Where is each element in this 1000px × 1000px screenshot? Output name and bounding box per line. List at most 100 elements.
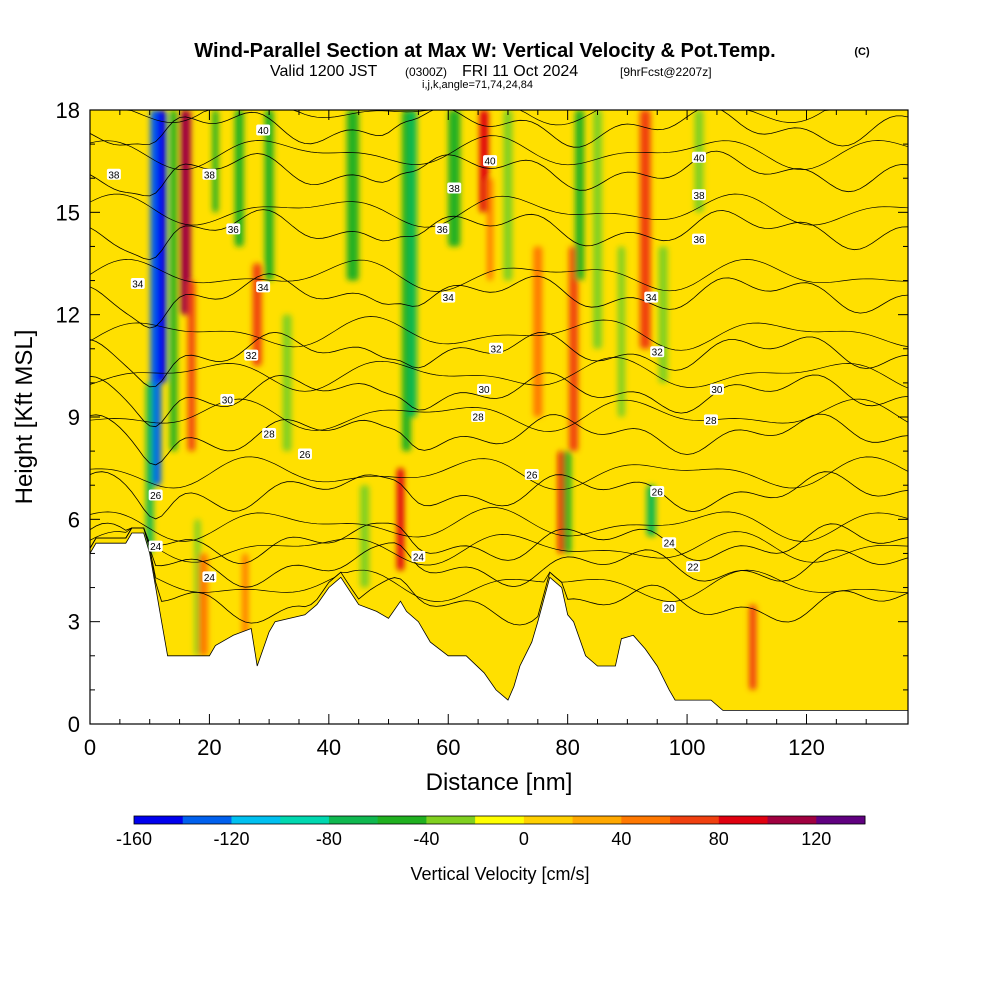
colorbar-swatch bbox=[328, 816, 379, 824]
colorbar-tick-label: -160 bbox=[116, 829, 152, 849]
contour-label-bg bbox=[686, 561, 701, 573]
colorbar-tick-label: -120 bbox=[213, 829, 249, 849]
colorbar-tick-label: 120 bbox=[801, 829, 831, 849]
contour-label-bg bbox=[703, 414, 718, 426]
field-background bbox=[90, 110, 908, 724]
contour-label-bg bbox=[477, 383, 492, 395]
contour-label-text: 20 bbox=[664, 604, 676, 615]
contour-label-text: 34 bbox=[258, 283, 270, 294]
contour-label-bg bbox=[662, 602, 677, 614]
x-tick-label: 100 bbox=[669, 735, 706, 760]
contour-label: 38 bbox=[692, 189, 707, 202]
velocity-cell bbox=[658, 246, 668, 383]
contour-label-bg bbox=[202, 571, 217, 583]
theta-contour-line bbox=[90, 522, 908, 565]
y-tick-label: 6 bbox=[68, 507, 80, 532]
velocity-cell bbox=[187, 280, 196, 452]
contour-label-bg bbox=[483, 155, 498, 167]
velocity-cell bbox=[146, 382, 154, 554]
contour-label-text: 36 bbox=[693, 235, 705, 246]
colorbar-swatch bbox=[572, 816, 622, 824]
velocity-cell bbox=[170, 110, 178, 452]
contour-label-text: 28 bbox=[264, 430, 276, 441]
contour-label: 24 bbox=[148, 540, 163, 553]
contour-label-text: 24 bbox=[413, 552, 425, 563]
contour-label-text: 26 bbox=[150, 491, 162, 502]
velocity-cell bbox=[575, 110, 585, 281]
velocity-cell bbox=[533, 246, 543, 417]
colorbar-swatch bbox=[475, 816, 525, 824]
velocity-cell bbox=[198, 553, 208, 656]
velocity-cell bbox=[617, 246, 625, 417]
velocity-cell bbox=[180, 110, 191, 315]
contour-label-text: 24 bbox=[150, 542, 162, 553]
contour-label: 40 bbox=[692, 151, 707, 164]
contour-label-bg bbox=[256, 281, 271, 293]
contour-label-bg bbox=[692, 233, 707, 245]
velocity-cell bbox=[487, 178, 494, 281]
x-axis: 0 20 40 60 80 100 120 bbox=[84, 110, 867, 760]
theta-contour-line bbox=[90, 273, 908, 329]
contour-label: 24 bbox=[411, 550, 426, 563]
theta-contour-line bbox=[90, 507, 908, 542]
y-tick-label: 0 bbox=[68, 712, 80, 737]
contour-label-text: 24 bbox=[204, 573, 216, 584]
contour-label: 36 bbox=[226, 223, 241, 236]
contour-label: 22 bbox=[686, 561, 701, 574]
theta-contours bbox=[90, 110, 908, 626]
contour-label-text: 34 bbox=[646, 293, 658, 304]
velocity-cell bbox=[156, 110, 167, 383]
contour-label-bg bbox=[130, 277, 145, 289]
contour-label-bg bbox=[650, 486, 665, 498]
contour-label-bg bbox=[148, 540, 163, 552]
contour-label: 28 bbox=[471, 411, 486, 424]
y-tick-label: 18 bbox=[56, 98, 80, 123]
theta-contour-line bbox=[90, 110, 908, 148]
utc-time: (0300Z) bbox=[405, 65, 447, 79]
contour-label: 26 bbox=[650, 486, 665, 499]
contour-label-text: 38 bbox=[693, 191, 705, 202]
plot-area: 38 40 38 40 38 40 38 36 36 36 34 34 34 34 32 32 32 30 30 30… bbox=[90, 110, 908, 724]
contour-label: 36 bbox=[692, 233, 707, 246]
colorbar-swatch bbox=[718, 816, 769, 824]
colorbar-frame bbox=[133, 815, 866, 825]
theta-contour-line bbox=[90, 357, 908, 392]
contour-label-text: 26 bbox=[299, 450, 311, 461]
chart-title: Wind-Parallel Section at Max W: Vertical… bbox=[194, 40, 775, 62]
contour-label: 28 bbox=[262, 428, 277, 441]
contour-label-bg bbox=[244, 349, 259, 361]
velocity-cell bbox=[639, 110, 651, 349]
contour-label-text: 32 bbox=[490, 344, 502, 355]
contour-label-text: 34 bbox=[443, 293, 455, 304]
contour-label-text: 34 bbox=[132, 279, 144, 290]
contour-label-text: 30 bbox=[711, 385, 723, 396]
contour-label-text: 40 bbox=[484, 157, 496, 168]
contour-label: 30 bbox=[477, 383, 492, 396]
contour-label: 34 bbox=[644, 291, 659, 304]
velocity-cell bbox=[558, 451, 566, 554]
contour-label-bg bbox=[148, 489, 163, 501]
colorbar-swatch bbox=[426, 816, 476, 824]
contour-label-bg bbox=[256, 124, 271, 136]
contour-label-text: 38 bbox=[108, 170, 120, 181]
grid-params: i,j,k,angle=71,74,24,84 bbox=[422, 79, 533, 91]
colorbar-swatch bbox=[621, 816, 671, 824]
contour-label-bg bbox=[692, 189, 707, 201]
velocity-cell bbox=[448, 110, 461, 247]
theta-contour-line bbox=[90, 527, 908, 566]
contour-label-bg bbox=[220, 393, 235, 405]
contour-label-bg bbox=[447, 182, 462, 194]
valid-prefix: Valid 1200 JST bbox=[270, 63, 378, 80]
colorbar-label: Vertical Velocity [cm/s] bbox=[410, 864, 589, 884]
contour-label-bg bbox=[650, 346, 665, 358]
contour-label: 24 bbox=[662, 537, 677, 550]
velocity-cell bbox=[242, 553, 249, 639]
contour-label-bg bbox=[524, 468, 539, 480]
contour-label-bg bbox=[644, 291, 659, 303]
velocity-cell bbox=[360, 485, 370, 588]
contour-label: 38 bbox=[447, 182, 462, 195]
x-tick-label: 40 bbox=[317, 735, 341, 760]
x-tick-label: 20 bbox=[197, 735, 221, 760]
colorbar-tick-label: 80 bbox=[709, 829, 729, 849]
